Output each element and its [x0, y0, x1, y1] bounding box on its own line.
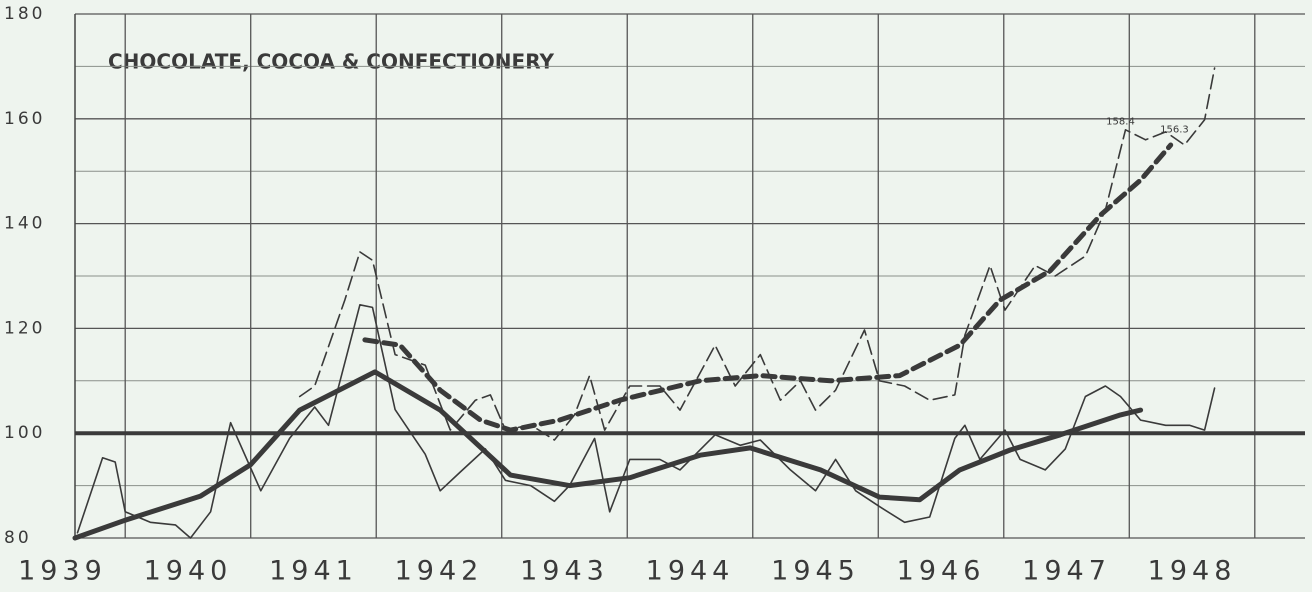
y-tick-label: 160: [4, 109, 45, 129]
x-tick-label: 1945: [771, 556, 860, 587]
annotation: 156.3: [1160, 124, 1189, 135]
x-tick-label: 1941: [269, 556, 358, 587]
chart-title: CHOCOLATE, COCOA & CONFECTIONERY: [108, 50, 555, 74]
x-tick-label: 1948: [1148, 556, 1237, 587]
y-tick-label: 120: [4, 318, 45, 338]
x-tick-label: 1946: [897, 556, 986, 587]
x-tick-label: 1939: [18, 556, 107, 587]
x-tick-label: 1942: [395, 556, 484, 587]
x-tick-label: 1943: [520, 556, 609, 587]
series-line: [362, 142, 1174, 433]
x-tick-label: 1947: [1022, 556, 1111, 587]
y-tick-label: 80: [4, 528, 32, 548]
x-tick-label: 1940: [144, 556, 233, 587]
y-tick-label: 100: [4, 423, 45, 443]
y-tick-label: 140: [4, 214, 45, 234]
series-line: [76, 304, 1216, 539]
x-tick-label: 1944: [646, 556, 735, 587]
annotation: 158.4: [1106, 116, 1135, 127]
series-line: [72, 369, 1144, 541]
y-tick-label: 180: [4, 4, 45, 24]
